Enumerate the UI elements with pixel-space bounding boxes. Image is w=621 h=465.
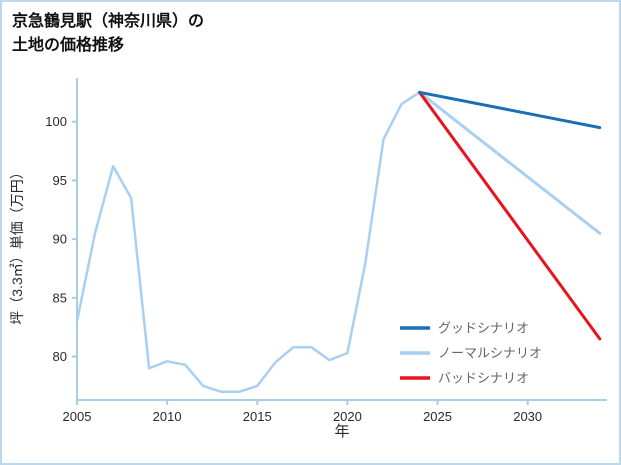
chart-title-line2: 土地の価格推移 [12,37,125,54]
x-tick-label: 2005 [63,409,92,424]
legend-label: グッドシナリオ [438,321,529,336]
x-axis-label: 年 [334,423,349,440]
y-tick-label: 90 [53,232,67,247]
y-tick-label: 95 [53,173,67,188]
legend-label: バッドシナリオ [438,371,529,386]
y-tick-label: 80 [53,349,67,364]
y-tick-label: 100 [45,114,67,129]
chart-title-line1: 京急鶴見駅（神奈川県）の [12,13,205,30]
x-tick-label: 2020 [333,409,362,424]
chart-title: 京急鶴見駅（神奈川県）の 土地の価格推移 [12,10,204,58]
y-axis-label: 坪（3.3㎡）単価（万円） [9,165,25,324]
series-line-バッドシナリオ [418,90,602,341]
legend-item: ノーマルシナリオ [400,346,542,361]
series-line-ノーマルシナリオ [418,90,602,235]
x-tick-label: 2025 [423,409,452,424]
x-tick-label: 2010 [153,409,182,424]
legend-label: ノーマルシナリオ [438,346,542,361]
legend-item: バッドシナリオ [400,371,529,386]
series-line-グッドシナリオ [418,90,602,130]
x-tick-label: 2030 [513,409,542,424]
y-tick-label: 85 [53,290,67,305]
series-line-実績 [75,91,421,394]
legend-item: グッドシナリオ [400,321,529,336]
x-tick-label: 2015 [243,409,272,424]
